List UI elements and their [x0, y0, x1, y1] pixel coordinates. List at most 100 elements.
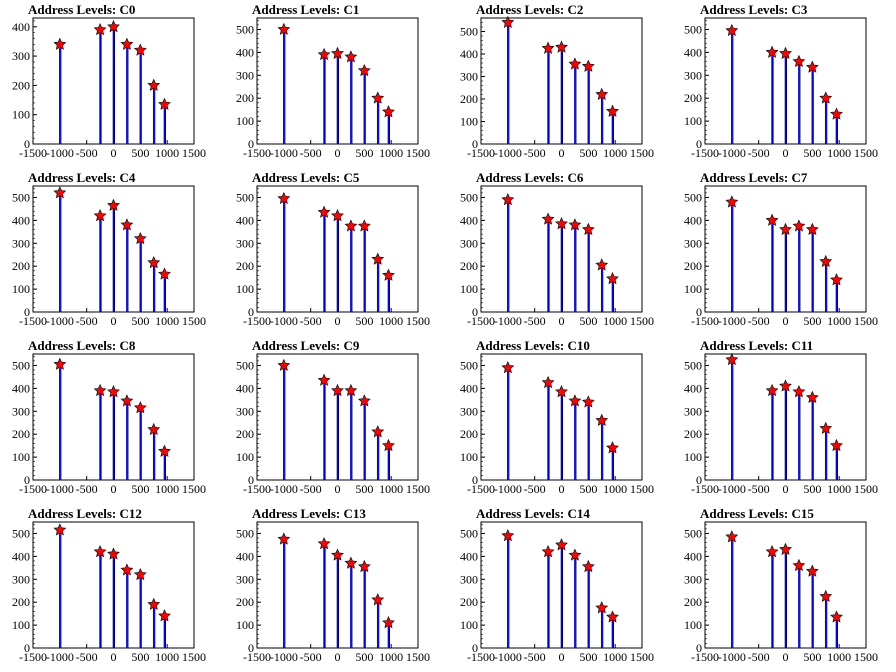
x-tick-label: 500 — [131, 482, 149, 496]
star-marker — [317, 373, 331, 386]
data-bar — [771, 390, 774, 480]
x-tick-label: 1500 — [182, 314, 206, 328]
star-marker — [93, 545, 107, 558]
star-marker — [568, 57, 582, 70]
y-tick-label: 0 — [472, 473, 478, 487]
data-bar — [59, 364, 61, 480]
y-tick-label: 100 — [12, 450, 30, 464]
star-marker — [555, 217, 568, 230]
data-bar — [376, 259, 379, 312]
x-tick-label: -1000 — [494, 482, 522, 496]
chart-title: Address Levels: C8 — [28, 338, 136, 353]
x-tick-label: 500 — [803, 650, 821, 664]
data-bar — [811, 397, 814, 480]
x-tick-label: -1000 — [494, 146, 522, 160]
data-bar — [336, 215, 339, 312]
chart-panel: Address Levels: C8 0 100 200 300 400 500 -1500-… — [0, 336, 224, 504]
y-tick-label: 500 — [684, 22, 702, 36]
chart-title: Address Levels: C5 — [252, 170, 360, 185]
star-marker — [581, 222, 595, 235]
star-marker — [779, 379, 792, 392]
data-bar — [824, 428, 827, 480]
star-marker — [158, 97, 171, 110]
x-tick-label: 0 — [111, 482, 117, 496]
x-tick-label: 1500 — [182, 146, 206, 160]
data-bar — [574, 224, 576, 312]
x-tick-label: 1000 — [603, 650, 627, 664]
data-bar — [283, 198, 285, 312]
data-bar — [376, 98, 379, 144]
x-tick-label: -1000 — [270, 146, 298, 160]
x-tick-label: 0 — [783, 650, 789, 664]
x-tick-label: 1000 — [827, 482, 851, 496]
x-tick-label: -1500 — [19, 650, 47, 664]
star-marker — [725, 23, 739, 37]
data-bar — [323, 380, 326, 480]
data-bar — [336, 555, 339, 648]
data-bar — [600, 94, 603, 144]
data-bar — [547, 48, 550, 144]
x-tick-label: -1500 — [19, 146, 47, 160]
y-tick-label: 0 — [248, 305, 254, 319]
chart-panel: Address Levels: C10 0 100 200 300 400 500 -1500… — [448, 336, 672, 504]
star-marker — [120, 394, 134, 407]
data-bar — [59, 192, 61, 312]
y-tick-label: 400 — [460, 381, 478, 395]
star-marker — [595, 87, 609, 100]
data-bar — [283, 29, 285, 145]
chart-title: Address Levels: C6 — [476, 170, 584, 185]
star-marker — [147, 256, 161, 269]
star-marker — [107, 385, 120, 398]
star-marker — [581, 59, 595, 72]
x-tick-label: -1500 — [467, 146, 495, 160]
x-tick-label: 1000 — [379, 482, 403, 496]
y-tick-label: 400 — [460, 549, 478, 563]
y-tick-label: 100 — [460, 282, 478, 296]
star-marker — [317, 47, 331, 61]
data-bar — [323, 543, 326, 648]
y-tick-label: 500 — [12, 526, 30, 540]
star-marker — [120, 37, 134, 50]
y-tick-label: 200 — [460, 595, 478, 609]
data-bar — [547, 382, 550, 480]
star-marker — [107, 198, 120, 211]
star-marker — [830, 438, 843, 452]
star-marker — [555, 538, 568, 551]
y-tick-label: 200 — [460, 259, 478, 273]
x-tick-label: -1000 — [270, 314, 298, 328]
star-marker — [725, 352, 739, 366]
y-tick-label: 0 — [472, 305, 478, 319]
y-tick-label: 100 — [236, 450, 254, 464]
chart-panel: Address Levels: C0 0 100 200 300 400 -1500 -100… — [0, 0, 224, 168]
data-bar — [600, 420, 603, 480]
y-tick-label: 200 — [684, 427, 702, 441]
y-tick-label: 300 — [460, 404, 478, 418]
star-marker — [792, 219, 806, 232]
chart-title: Address Levels: C4 — [28, 170, 136, 185]
x-tick-label: 0 — [335, 314, 341, 328]
star-marker — [93, 383, 107, 397]
star-marker — [830, 273, 843, 286]
y-tick-label: 0 — [24, 305, 30, 319]
chart-title: Address Levels: C15 — [700, 506, 814, 521]
y-tick-label: 400 — [12, 213, 30, 227]
x-tick-label: 1000 — [379, 314, 403, 328]
data-bar — [611, 617, 614, 648]
y-tick-label: 400 — [684, 381, 702, 395]
data-bar — [611, 278, 614, 312]
y-tick-label: 0 — [472, 137, 478, 151]
chart-panel: Address Levels: C12 0 100 200 300 400 500 -1500… — [0, 504, 224, 672]
data-bar — [798, 226, 800, 312]
x-tick-label: 0 — [559, 482, 565, 496]
star-marker — [792, 54, 806, 67]
star-marker — [765, 213, 779, 226]
x-tick-label: 500 — [355, 650, 373, 664]
y-tick-label: 100 — [236, 618, 254, 632]
star-marker — [501, 15, 515, 28]
y-tick-label: 500 — [236, 358, 254, 372]
y-tick-label: 500 — [460, 358, 478, 372]
y-tick-label: 400 — [684, 213, 702, 227]
x-tick-label: 1000 — [379, 650, 403, 664]
chart-panel: Address Levels: C3 0 100 200 300 400 500 -1500-… — [672, 0, 896, 168]
star-marker — [133, 401, 147, 414]
